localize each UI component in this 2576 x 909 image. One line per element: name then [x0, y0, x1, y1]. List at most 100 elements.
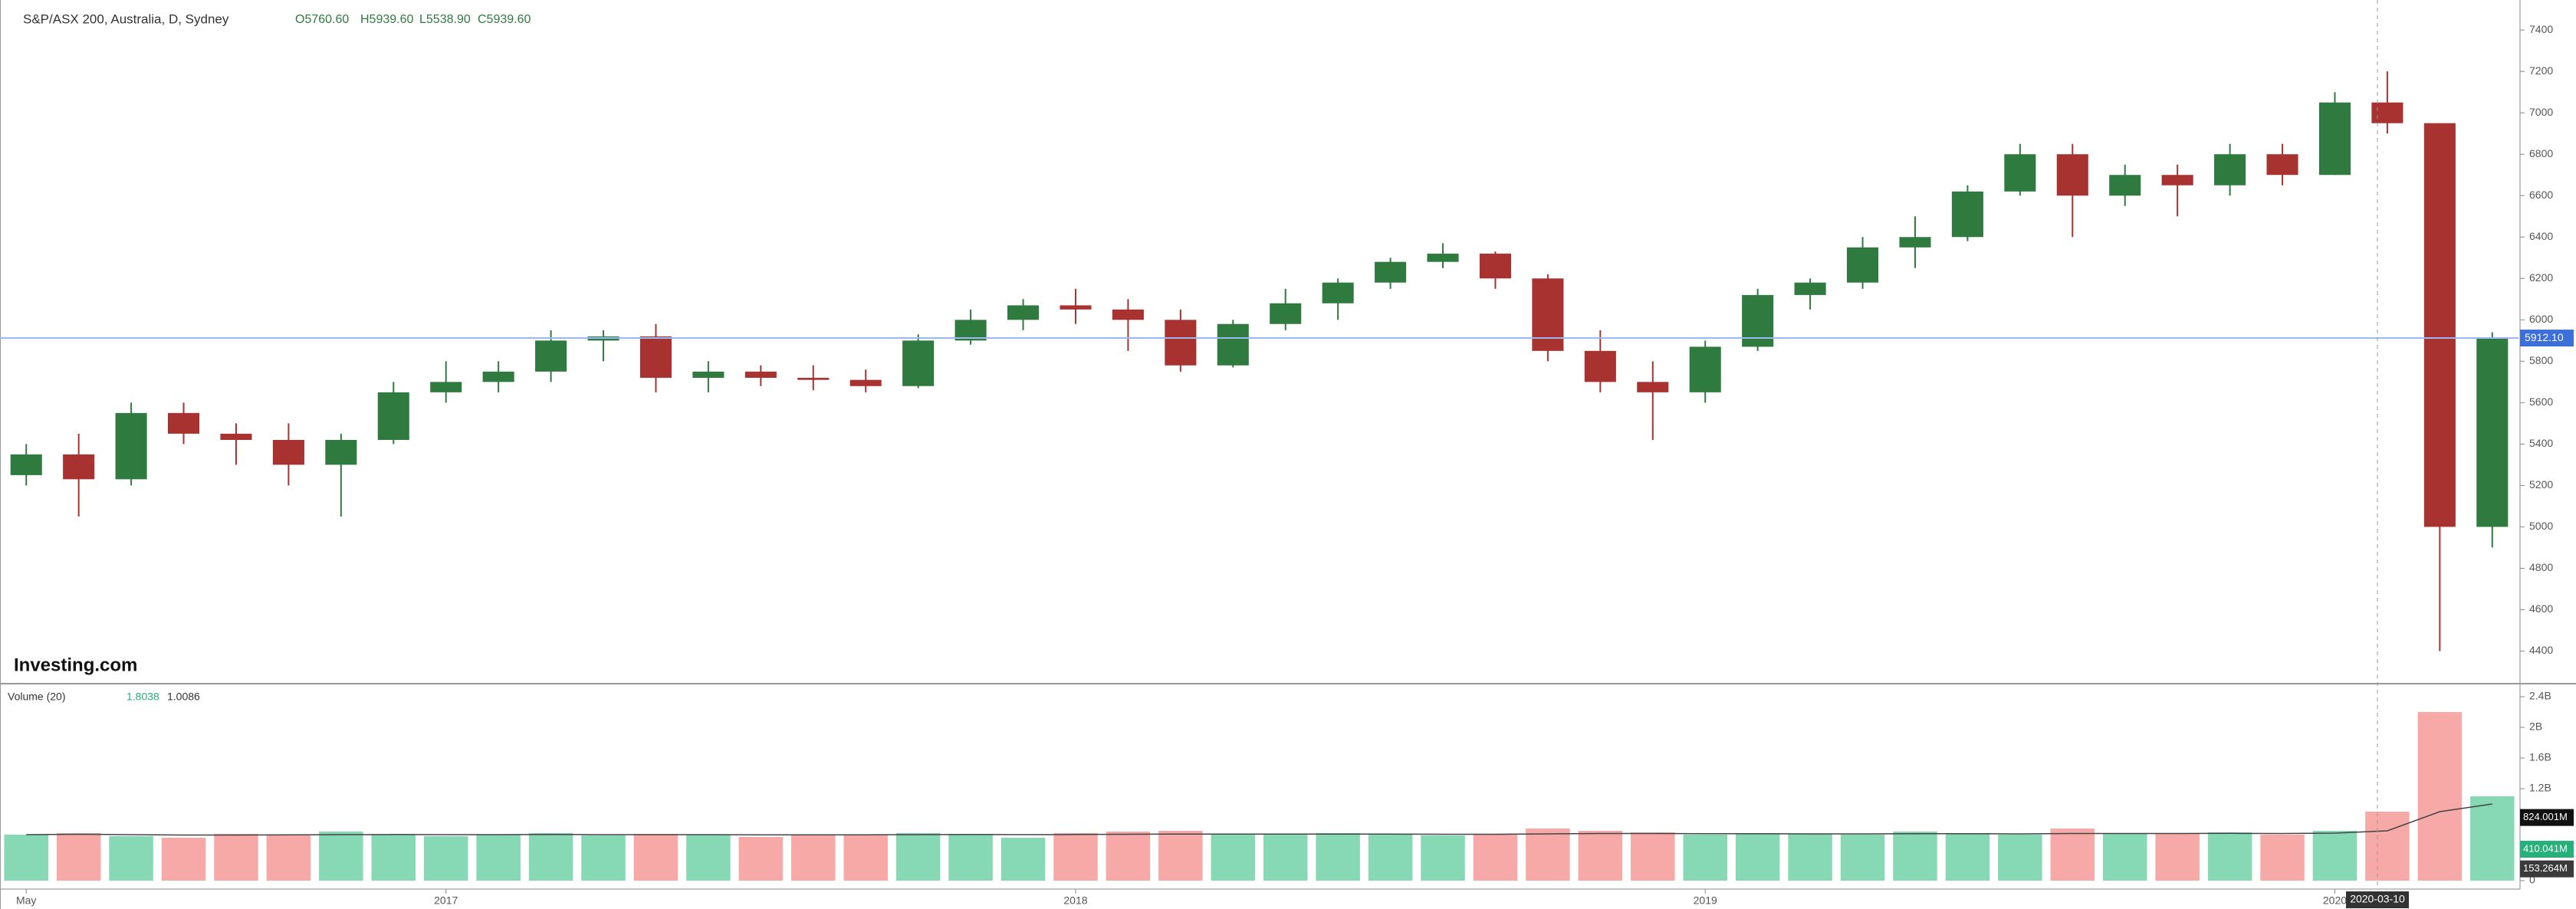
brand-logo: Investing.com [14, 655, 137, 675]
volume-bar [1473, 834, 1518, 881]
volume-bar [1788, 834, 1832, 881]
volume-bar [1421, 835, 1465, 881]
ohlc-low: L5538.90 [419, 13, 471, 26]
ohlc-high: H5939.60 [360, 13, 413, 26]
volume-tag-label: 153.264M [2523, 862, 2568, 874]
volume-bar [1578, 831, 1623, 881]
candle-body [639, 336, 672, 378]
candle-body [955, 320, 987, 341]
candle-body [2214, 154, 2246, 185]
volume-bar [2207, 832, 2252, 881]
candle-body [797, 377, 830, 380]
volume-bar [423, 836, 468, 881]
candle-body [1899, 237, 1931, 248]
candle-body [115, 412, 147, 480]
candle-body [902, 340, 935, 386]
candle-body [1689, 346, 1721, 392]
candle-body [2423, 123, 2456, 527]
candle-body [1375, 261, 1407, 283]
y-tick-label: 6000 [2529, 313, 2553, 325]
x-tick-label: 2018 [1063, 894, 1087, 907]
candle-body [2318, 102, 2351, 176]
candle-body [1532, 278, 1564, 351]
candle-body [1165, 320, 1197, 366]
candle-body [220, 433, 252, 440]
candle-body [2161, 175, 2193, 185]
candle-body [1742, 294, 1774, 347]
candle-body [377, 392, 409, 440]
volume-y-tick-label: 2.4B [2529, 690, 2551, 702]
candle-body [325, 439, 357, 465]
volume-bar [2260, 835, 2305, 881]
volume-bar [56, 833, 101, 881]
volume-ma-line [26, 803, 2492, 836]
volume-bar [1526, 829, 1570, 881]
crosshair-date: 2020-03-10 [2350, 893, 2405, 905]
volume-y-tick-label: 1.6B [2529, 751, 2551, 763]
candle-body [1794, 282, 1826, 295]
candle-body [535, 340, 567, 372]
y-tick-label: 7000 [2529, 106, 2553, 118]
volume-bar [371, 835, 416, 881]
volume-bar [1316, 833, 1360, 881]
volume-bar [476, 835, 521, 881]
y-tick-label: 4600 [2529, 602, 2553, 615]
volume-bar [161, 838, 206, 881]
y-tick-label: 5800 [2529, 354, 2553, 366]
candle-body [1270, 303, 1302, 324]
volume-bar [214, 834, 258, 881]
volume-y-tick-label: 2B [2529, 720, 2542, 733]
y-tick-label: 4800 [2529, 561, 2553, 573]
volume-bar [1998, 835, 2042, 881]
volume-bar [1368, 835, 1413, 881]
price-tag-label: 5912.10 [2525, 331, 2564, 343]
x-tick-label: May [16, 894, 36, 907]
volume-y-tick-label: 1.2B [2529, 782, 2551, 794]
y-tick-label: 5200 [2529, 478, 2553, 491]
volume-bar [2417, 712, 2463, 881]
candle-body [10, 454, 42, 475]
volume-bar [1945, 833, 1990, 881]
candle-body [1637, 382, 1669, 392]
candle-body [1584, 350, 1616, 382]
volume-bar [2365, 812, 2410, 881]
candle-body [2056, 154, 2088, 196]
candle-body [2109, 175, 2141, 196]
crosshair: 2020-03-10 [2346, 0, 2409, 908]
price-tag [2520, 330, 2574, 347]
volume-bar [1840, 835, 1885, 881]
volume-tag-label: 410.041M [2523, 842, 2568, 854]
volume-bar [2155, 834, 2200, 881]
candle-body [2004, 154, 2036, 192]
candle-body [849, 379, 882, 386]
volume-bar [843, 835, 888, 881]
ohlc-close: C5939.60 [478, 13, 531, 26]
candle-body [1951, 191, 1983, 238]
candle-body [1479, 253, 1511, 279]
y-tick-label: 6600 [2529, 189, 2553, 201]
volume-bar [633, 834, 678, 881]
volume-legend-value: 1.8038 [127, 691, 159, 703]
volume-y-tick-label: 0 [2529, 874, 2535, 886]
volume-bar [1053, 833, 1098, 881]
volume-bar [1211, 835, 1256, 881]
candle-body [692, 371, 724, 378]
volume-bar [2312, 831, 2358, 881]
chart-title: S&P/ASX 200, Australia, D, Sydney [23, 11, 229, 26]
candle-body [430, 382, 462, 392]
candle-body [168, 412, 200, 434]
y-tick-label: 7400 [2529, 23, 2553, 35]
candle-body [2266, 154, 2298, 176]
y-tick-label: 5600 [2529, 395, 2553, 408]
candle-body [1007, 305, 1040, 320]
volume-bar [581, 835, 626, 881]
candle-body [744, 371, 777, 378]
volume-bar [895, 833, 941, 881]
candle-body [1217, 323, 1249, 366]
volume-bar [109, 836, 153, 881]
candle-body [2371, 102, 2404, 123]
volume-bar [266, 835, 311, 881]
ohlc-open: O5760.60 [295, 13, 349, 26]
volume-bar [1158, 831, 1203, 881]
